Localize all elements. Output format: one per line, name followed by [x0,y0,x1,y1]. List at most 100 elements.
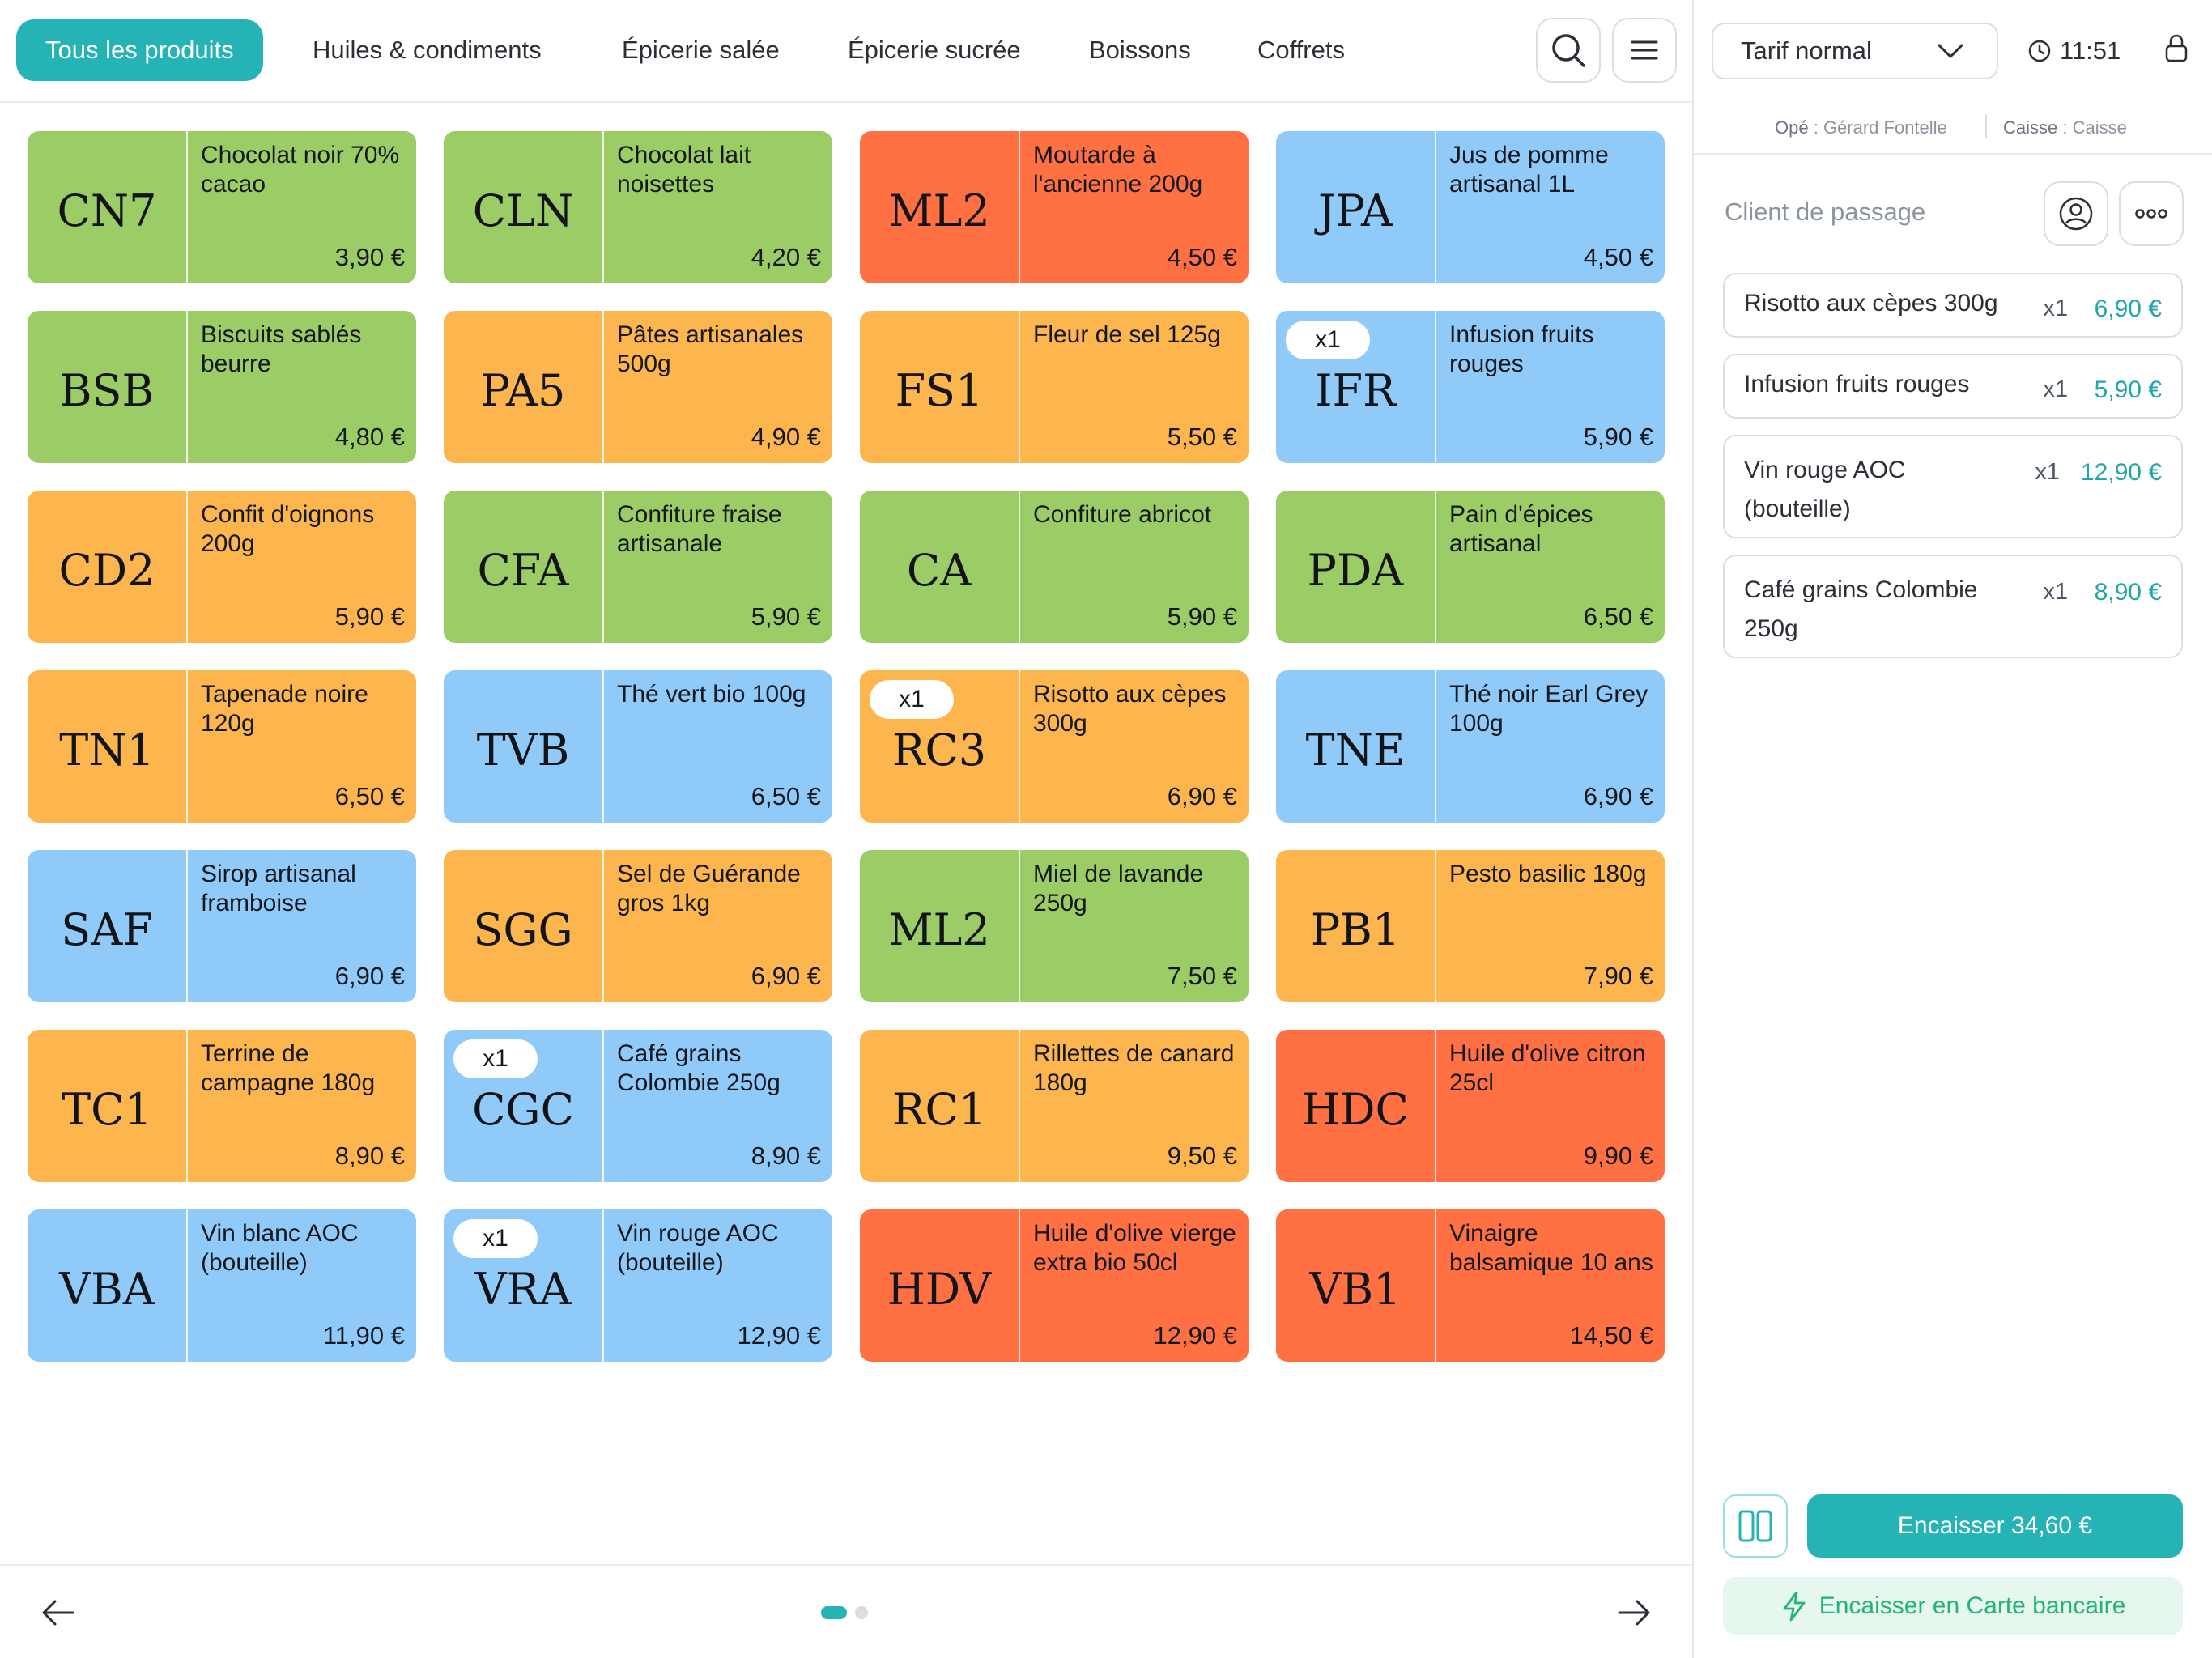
product-tile[interactable]: VRA Vin rouge AOC (bouteille) 12,90 € x1 [444,1209,832,1362]
product-price: 6,50 € [334,782,405,810]
pay-card-button[interactable]: Encaisser en Carte bancaire [1723,1577,2183,1635]
clock-time: 11:51 [2060,36,2121,65]
product-tile[interactable]: IFR Infusion fruits rouges 5,90 € x1 [1276,311,1665,463]
cart-line[interactable]: Vin rouge AOC (bouteille) x1 12,90 € [1723,435,2183,538]
product-tile[interactable]: SGG Sel de Guérande gros 1kg 6,90 € [444,850,832,1002]
client-name[interactable]: Client de passage [1725,198,1926,226]
product-code: VB1 [1276,1209,1436,1362]
cart-line[interactable]: Café grains Colombie 250g x1 8,90 € [1723,555,2183,658]
pay-button[interactable]: Encaisser 34,60 € [1807,1494,2183,1558]
cart-line-qty: x1 [2043,295,2068,321]
tarif-select[interactable]: Tarif normal [1712,23,1998,79]
product-code: PDA [1276,491,1436,643]
product-tile[interactable]: CLN Chocolat lait noisettes 4,20 € [444,131,832,283]
product-code: TNE [1276,670,1436,823]
page-dot-active[interactable] [821,1606,847,1619]
product-tile[interactable]: VB1 Vinaigre balsamique 10 ans 14,50 € [1276,1209,1665,1362]
operator-info: Opé : Gérard Fontelle [1775,117,1947,138]
category-tab-boxes[interactable]: Coffrets [1257,36,1345,64]
product-name: Sirop artisanal framboise [201,861,356,916]
menu-button[interactable] [1612,18,1677,83]
product-name: Sel de Guérande gros 1kg [617,861,801,916]
product-tile[interactable]: FS1 Fleur de sel 125g 5,50 € [860,311,1249,463]
product-name: Moutarde à l'ancienne 200g [1033,142,1203,198]
product-price: 4,80 € [334,423,405,451]
product-tile[interactable]: TN1 Tapenade noire 120g 6,50 € [28,670,416,823]
product-tile[interactable]: HDV Huile d'olive vierge extra bio 50cl 12… [860,1209,1249,1362]
lock-icon[interactable] [2163,32,2189,65]
product-tile[interactable]: CD2 Confit d'oignons 200g 5,90 € [28,491,416,643]
page-dot[interactable] [855,1606,868,1619]
product-price: 5,90 € [334,602,405,631]
split-payment-button[interactable] [1723,1494,1788,1558]
product-tile[interactable]: TNE Thé noir Earl Grey 100g 6,90 € [1276,670,1665,823]
category-tab-savory[interactable]: Épicerie salée [622,36,780,64]
product-price: 14,50 € [1569,1321,1653,1350]
search-button[interactable] [1536,18,1601,83]
product-tile[interactable]: PDA Pain d'épices artisanal 6,50 € [1276,491,1665,643]
tarif-value: Tarif normal [1741,36,1872,65]
product-tile[interactable]: JPA Jus de pomme artisanal 1L 4,50 € [1276,131,1665,283]
product-code: PB1 [1276,850,1436,1002]
cart-line-price: 12,90 € [2080,459,2162,486]
product-code: VBA [28,1209,188,1362]
product-code: ML2 [860,131,1020,283]
product-price: 8,90 € [334,1141,405,1170]
product-tile[interactable]: HDC Huile d'olive citron 25cl 9,90 € [1276,1030,1665,1182]
category-tab-drinks[interactable]: Boissons [1089,36,1191,64]
product-name: Chocolat lait noisettes [617,142,751,198]
product-tile[interactable]: RC3 Risotto aux cèpes 300g 6,90 € x1 [860,670,1249,823]
product-tile[interactable]: BSB Biscuits sablés beurre 4,80 € [28,311,416,463]
cart-line[interactable]: Risotto aux cèpes 300g x1 6,90 € [1723,273,2183,338]
product-price: 5,90 € [1167,602,1237,631]
category-tab-all[interactable]: Tous les produits [16,19,263,81]
product-price: 4,20 € [751,243,821,271]
product-tile[interactable]: PA5 Pâtes artisanales 500g 4,90 € [444,311,832,463]
arrow-right-icon[interactable] [1616,1598,1652,1627]
product-price: 9,90 € [1583,1141,1653,1170]
category-tab-oils[interactable]: Huiles & condiments [313,36,542,64]
product-code: TC1 [28,1030,188,1182]
clock-icon [2028,40,2051,62]
product-tile[interactable]: TVB Thé vert bio 100g 6,50 € [444,670,832,823]
product-price: 5,50 € [1167,423,1237,451]
cart-line-qty: x1 [2035,459,2060,485]
quantity-badge: x1 [453,1219,538,1258]
product-name: Miel de lavande 250g [1033,861,1204,916]
product-price: 3,90 € [334,243,405,271]
category-bar: Tous les produits Huiles & condiments Ép… [0,0,1692,103]
cart-line-price: 6,90 € [2094,295,2162,322]
product-name: Rillettes de canard 180g [1033,1040,1235,1096]
product-code: CN7 [28,131,188,283]
product-tile[interactable]: PB1 Pesto basilic 180g 7,90 € [1276,850,1665,1002]
operator-label: Opé [1775,117,1809,138]
product-name: Confit d'oignons 200g [201,501,375,557]
product-code: RC3 [860,670,1020,823]
product-price: 6,90 € [1167,782,1237,810]
more-horizontal-icon [2135,209,2167,219]
product-tile[interactable]: SAF Sirop artisanal framboise 6,90 € [28,850,416,1002]
product-tile[interactable]: TC1 Terrine de campagne 180g 8,90 € [28,1030,416,1182]
product-tile[interactable]: ML2 Moutarde à l'ancienne 200g 4,50 € [860,131,1249,283]
product-tile[interactable]: CFA Confiture fraise artisanale 5,90 € [444,491,832,643]
product-name: Thé noir Earl Grey 100g [1449,681,1648,737]
more-options-button[interactable] [2119,181,2184,246]
product-code: BSB [28,311,188,463]
cart-line-name: Café grains Colombie 250g [1744,576,1978,642]
product-price: 7,50 € [1167,962,1237,990]
search-icon [1552,34,1585,67]
quantity-badge: x1 [870,680,954,719]
product-price: 4,50 € [1167,243,1237,271]
product-tile[interactable]: VBA Vin blanc AOC (bouteille) 11,90 € [28,1209,416,1362]
product-tile[interactable]: CGC Café grains Colombie 250g 8,90 € x1 [444,1030,832,1182]
product-tile[interactable]: RC1 Rillettes de canard 180g 9,50 € [860,1030,1249,1182]
arrow-left-icon[interactable] [40,1598,76,1627]
product-code: RC1 [860,1030,1020,1182]
category-tab-sweet[interactable]: Épicerie sucrée [848,36,1021,64]
cart-line[interactable]: Infusion fruits rouges x1 5,90 € [1723,354,2183,419]
product-tile[interactable]: ML2 Miel de lavande 250g 7,50 € [860,850,1249,1002]
product-price: 8,90 € [751,1141,821,1170]
customer-button[interactable] [2044,181,2108,246]
product-tile[interactable]: CA Confiture abricot 5,90 € [860,491,1249,643]
product-tile[interactable]: CN7 Chocolat noir 70% cacao 3,90 € [28,131,416,283]
